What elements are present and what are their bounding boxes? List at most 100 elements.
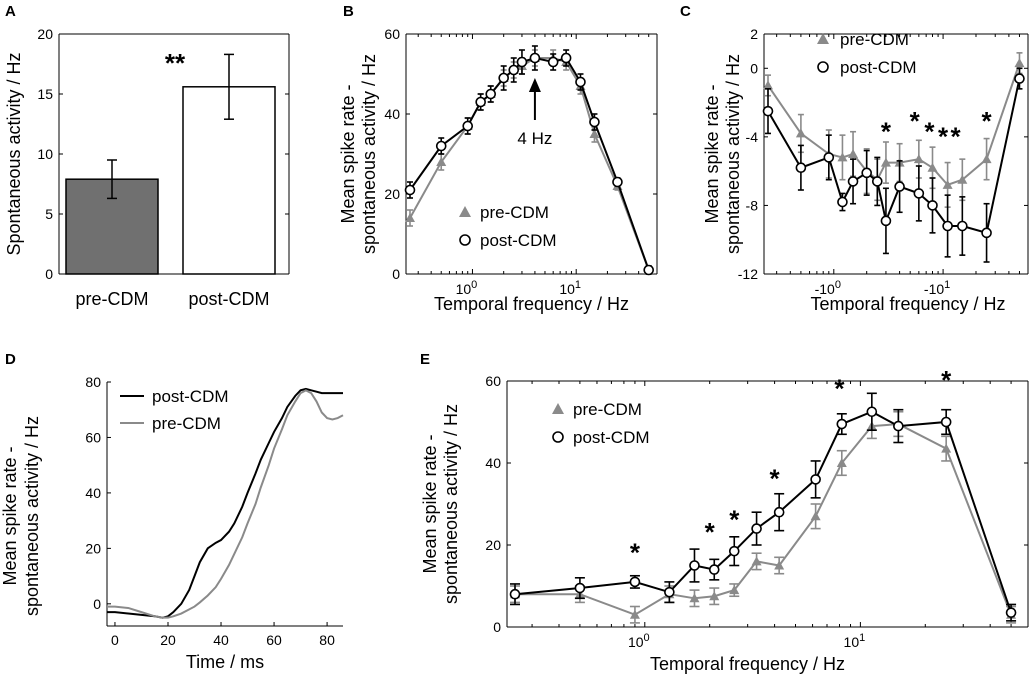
panel-c-ytick-label: -8 [746, 197, 759, 213]
panel-e-ylabel-line2: spontaneous activity / Hz [441, 404, 461, 604]
significance-marker: * [770, 464, 781, 494]
panel-c-xtick-label: -100 [815, 279, 841, 297]
post-cdm-point [643, 264, 655, 276]
post-cdm-point [837, 196, 848, 208]
post-cdm-point [866, 406, 878, 418]
panel-d-ytick-label: 0 [93, 596, 101, 612]
post-cdm-point [689, 560, 700, 571]
panel-c-xtick-label: -101 [924, 279, 950, 297]
legend-label-post: post-CDM [840, 58, 917, 77]
post-cdm-point [574, 582, 586, 594]
panel-e-ytick-label: 60 [485, 373, 501, 389]
significance-marker: * [941, 365, 952, 395]
pre-cdm-point [689, 593, 700, 603]
panel-d-xlabel: Time / ms [186, 652, 264, 672]
panel-d-xtick-label: 40 [213, 632, 229, 648]
pre-cdm-point [709, 591, 720, 601]
pre-cdm-point [941, 443, 952, 453]
post-cdm-point [894, 181, 905, 192]
panel-c-ylabel-line1: Mean spike rate - [702, 84, 722, 223]
post-cdm-point [547, 56, 559, 68]
panel-b-ytick-label: 40 [384, 106, 400, 122]
panel-a-ytick-label: 15 [37, 86, 53, 102]
post-cdm-point [940, 416, 952, 428]
post-cdm-point [751, 523, 762, 534]
panel-b-legend-symbol-post [459, 234, 471, 246]
panel-a-ytick-label: 20 [37, 26, 53, 42]
post-cdm-point [1005, 607, 1017, 618]
post-cdm-point [773, 506, 785, 518]
panel-c-legend-symbol-pre [817, 33, 829, 44]
post-cdm-point [612, 176, 623, 188]
post-cdm-point [795, 162, 807, 174]
category-label: post-CDM [188, 289, 269, 309]
panel-c-xlabel: Temporal frequency / Hz [810, 294, 1005, 314]
panel-d-ytick-label: 20 [85, 540, 101, 556]
panel-e-xlabel: Temporal frequency / Hz [650, 654, 845, 674]
post-cdm-point [762, 105, 774, 117]
pre-cdm-point [981, 154, 992, 164]
arrow-head [528, 78, 541, 92]
panel-c-ylabel-line2: spontaneous activity / Hz [723, 54, 743, 254]
post-cdm-point [509, 588, 521, 600]
significance-marker: * [910, 106, 921, 136]
panel-e-ylabel-line1: Mean spike rate - [420, 434, 440, 573]
post-cdm-point [475, 96, 486, 108]
post-cdm-point [589, 116, 600, 128]
pre-cdm-point [729, 585, 740, 595]
panel-c-chart: 20-4-8-12-100 -101* * * * **pre-CDMpost-CDMTe… [702, 26, 1029, 314]
pre-cdm-point [927, 162, 938, 172]
legend-label-post: post-CDM [152, 387, 229, 406]
panel-b-xtick-label: 101 [559, 279, 581, 297]
panel-label-b: B [343, 3, 354, 20]
legend-label-post: post-CDM [573, 428, 650, 447]
significance-marker: * [938, 121, 949, 151]
annotation-label: 4 Hz [517, 129, 552, 148]
panel-b-ytick-label: 60 [384, 26, 400, 42]
panel-a-chart: 0 5 10 15 20 pre-CDM post-CDM ** Spontaneous act… [4, 26, 290, 309]
significance-marker: * [924, 116, 935, 146]
legend-label-pre: pre-CDM [573, 400, 642, 419]
pre-cdm-point [405, 213, 415, 222]
pre-cdm-point [589, 129, 600, 138]
panel-label-e: E [420, 351, 430, 368]
significance-marker: * [881, 116, 892, 146]
panel-d-xtick-label: 0 [111, 632, 119, 648]
post-cdm-point [981, 227, 992, 239]
significance-marker: * [834, 373, 845, 403]
panel-c-legend-symbol-post [817, 61, 829, 73]
pre-cdm-point [774, 560, 785, 570]
post-cdm-point [957, 220, 968, 232]
panel-d-ylabel-line1: Mean spike rate - [0, 446, 20, 585]
panel-label-d: D [5, 351, 16, 368]
pre-cdm-point [751, 556, 762, 566]
panel-d-chart: 0 20 40 60 80 0 20 40 60 80 post-CDM pre-CDM Time / … [0, 374, 344, 672]
post-cdm-point [871, 176, 883, 187]
panel-d-ytick-label: 60 [85, 429, 101, 445]
pre-cdm-point [913, 154, 924, 164]
panel-b-ylabel-line1: Mean spike rate - [338, 84, 358, 223]
panel-b-xtick-label: 100 [456, 279, 478, 297]
panel-e-chart: 0 20 40 60 100 101 * * * * * * pre-CDM post-CDM Tempor… [420, 365, 1029, 674]
panel-d-xtick-label: 20 [160, 632, 176, 648]
legend-label-pre: pre-CDM [152, 414, 221, 433]
post-cdm-point [508, 64, 520, 76]
panel-d-ylabel-line2: spontaneous activity / Hz [22, 416, 42, 616]
pre-cdm-point [795, 128, 806, 138]
post-cdm-line [767, 78, 1021, 235]
pre-cdm-point [837, 152, 848, 162]
post-cdm-point [847, 176, 859, 187]
significance-marker: * [982, 106, 993, 136]
pre-cdm-point [436, 157, 447, 166]
panel-b-ytick-label: 20 [384, 186, 400, 202]
panel-d-xtick-label: 80 [319, 632, 335, 648]
post-cdm-point [629, 576, 641, 588]
significance-marker: * [630, 537, 641, 567]
post-cdm-point [575, 76, 586, 88]
post-cdm-point [1014, 73, 1025, 84]
post-cdm-point [836, 418, 848, 430]
panel-e-ytick-label: 40 [485, 455, 501, 471]
panel-a-ylabel: Spontaneous activity / Hz [4, 52, 24, 255]
post-cdm-point [893, 420, 904, 432]
